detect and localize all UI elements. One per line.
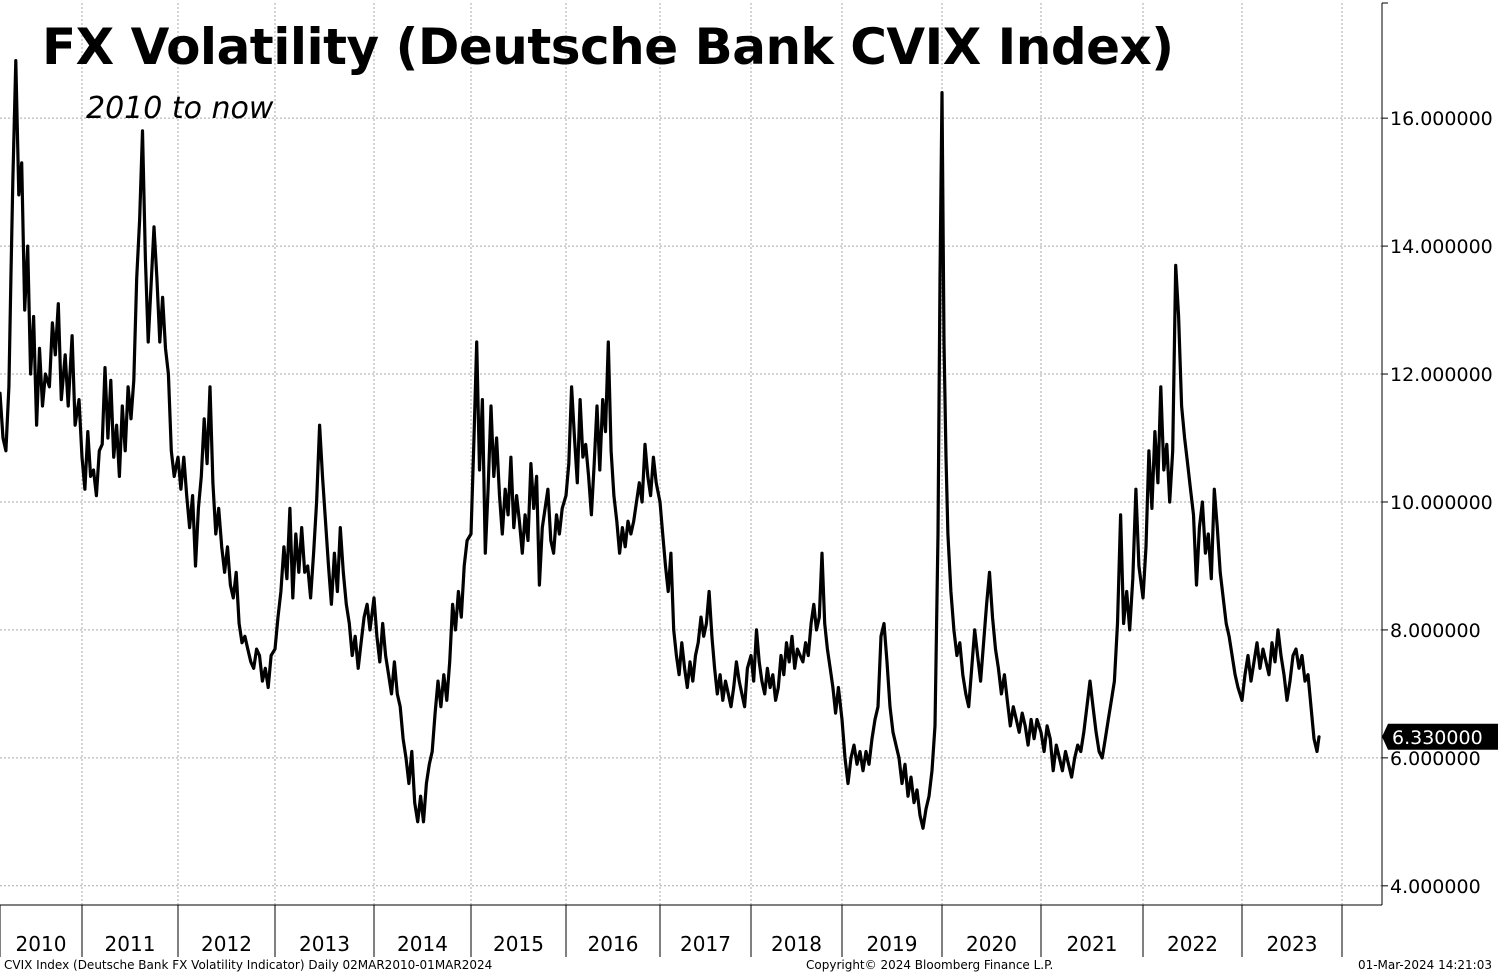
x-tick-label: 2016 <box>588 932 639 956</box>
footer-source: CVIX Index (Deutsche Bank FX Volatility … <box>4 958 493 972</box>
x-tick-label: 2017 <box>680 932 731 956</box>
y-tick-label: 6.000000 <box>1390 748 1481 770</box>
y-tick-label: 10.000000 <box>1390 492 1493 514</box>
last-value-badge <box>1382 723 1498 750</box>
x-tick-label: 2012 <box>201 932 252 956</box>
series-line-cvix <box>0 58 1321 830</box>
y-tick-label: 12.000000 <box>1390 364 1493 386</box>
x-tick-label: 2019 <box>867 932 918 956</box>
footer-copyright: Copyright© 2024 Bloomberg Finance L.P. <box>806 958 1054 972</box>
x-tick-label: 2010 <box>16 932 67 956</box>
footer-timestamp: 01-Mar-2024 14:21:03 <box>1357 958 1492 972</box>
x-tick-label: 2022 <box>1167 932 1218 956</box>
y-tick-label: 8.000000 <box>1390 620 1481 642</box>
y-tick-label: 16.000000 <box>1390 108 1493 130</box>
last-value-label: 6.330000 <box>1392 727 1483 749</box>
series-layer <box>0 58 1321 830</box>
x-tick-label: 2021 <box>1067 932 1118 956</box>
label-layer: 4.000000 6.000000 8.000000 10.000000 12.0000… <box>16 108 1498 956</box>
y-tick-label: 4.000000 <box>1390 876 1481 898</box>
chart-title: FX Volatility (Deutsche Bank CVIX Index) <box>42 18 1174 76</box>
x-tick-label: 2013 <box>299 932 350 956</box>
axis-layer <box>0 2 1388 957</box>
x-tick-label: 2018 <box>771 932 822 956</box>
chart-subtitle: 2010 to now <box>86 91 274 126</box>
x-tick-label: 2020 <box>966 932 1017 956</box>
x-tick-label: 2023 <box>1267 932 1318 956</box>
x-tick-label: 2014 <box>397 932 448 956</box>
x-tick-label: 2015 <box>493 932 544 956</box>
x-tick-label: 2011 <box>105 932 156 956</box>
y-tick-label: 14.000000 <box>1390 236 1493 258</box>
